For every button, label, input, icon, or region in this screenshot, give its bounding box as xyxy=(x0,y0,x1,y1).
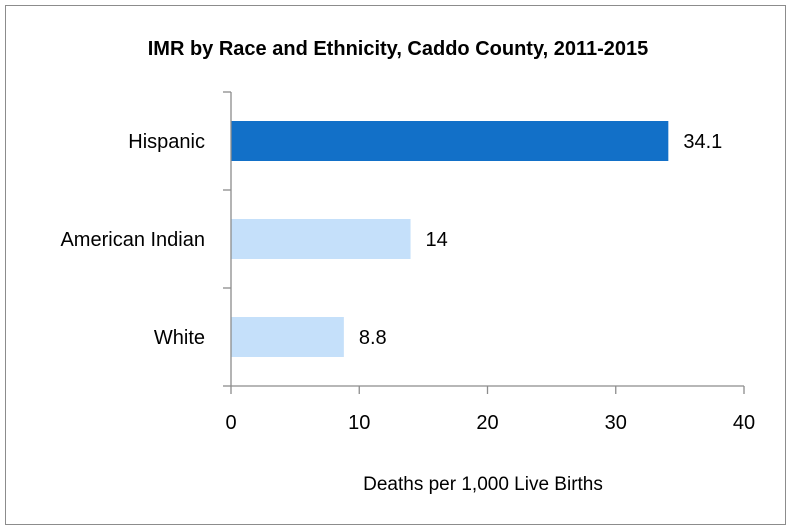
axes-group: Hispanic American Indian White 0 10 20 30 40 xyxy=(60,91,755,434)
bar-white xyxy=(231,317,344,357)
x-tick-label: 20 xyxy=(476,412,498,434)
chart-frame xyxy=(5,5,786,525)
x-tick-label: 30 xyxy=(605,412,627,434)
bar-chart: IMR by Race and Ethnicity, Caddo County,… xyxy=(60,38,755,495)
x-axis-label: Deaths per 1,000 Live Births xyxy=(363,474,603,495)
bars-group: 34.1 14 8.8 xyxy=(231,121,722,357)
category-label-white: White xyxy=(154,327,205,349)
category-label-hispanic: Hispanic xyxy=(128,131,205,153)
data-label-hispanic: 34.1 xyxy=(683,131,722,153)
data-label-white: 8.8 xyxy=(359,327,387,349)
x-tick-label: 40 xyxy=(733,412,755,434)
category-label-american-indian: American Indian xyxy=(60,229,205,251)
data-label-american-indian: 14 xyxy=(426,229,448,251)
bar-hispanic xyxy=(231,121,669,161)
bar-american-indian xyxy=(231,219,411,259)
chart-title: IMR by Race and Ethnicity, Caddo County,… xyxy=(148,38,649,60)
x-tick-label: 10 xyxy=(348,412,370,434)
x-tick-label: 0 xyxy=(225,412,236,434)
